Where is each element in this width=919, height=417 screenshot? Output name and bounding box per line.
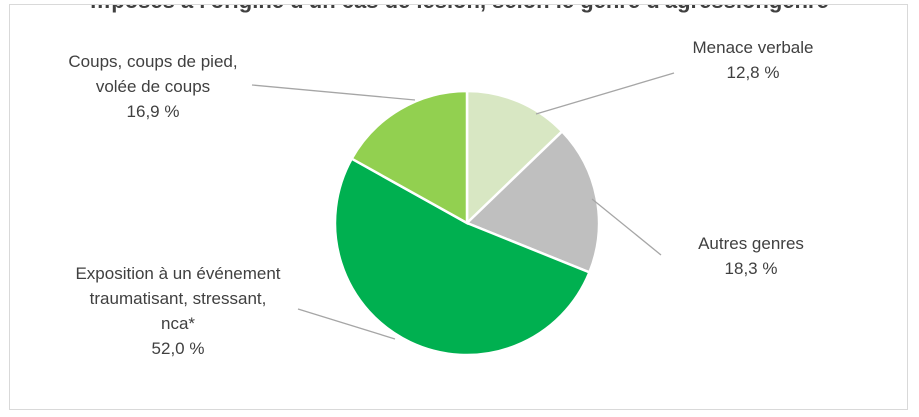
slice-name-line: nca* <box>161 314 195 333</box>
slice-name-line: Menace verbale <box>693 38 814 57</box>
slice-name-line: Autres genres <box>698 234 804 253</box>
slice-value-label: 16,9 % <box>127 102 180 121</box>
slice-value-label: 12,8 % <box>727 63 780 82</box>
slice-value-label: 18,3 % <box>725 259 778 278</box>
pie-chart: …posés à l'origine d'un cas de lésion, s… <box>10 5 908 410</box>
slice-label: Menace verbale 12,8 % <box>693 38 814 82</box>
slice-name-line: Coups, coups de pied, <box>68 52 237 71</box>
slice-name-line: Exposition à un événement <box>75 264 280 283</box>
slice-label: Exposition à un événement traumatisant, s… <box>75 264 280 358</box>
slice-value-label: 52,0 % <box>152 339 205 358</box>
chart-frame: …posés à l'origine d'un cas de lésion, s… <box>9 4 908 410</box>
leader-line <box>252 85 415 100</box>
leader-line <box>592 199 661 255</box>
slice-label: Coups, coups de pied, volée de coups 16,9 … <box>68 52 237 121</box>
slice-name-line: traumatisant, stressant, <box>90 289 267 308</box>
chart-title: …posés à l'origine d'un cas de lésion, s… <box>89 5 828 13</box>
leader-line <box>536 73 674 114</box>
slice-name-line: volée de coups <box>96 77 210 96</box>
slice-label: Autres genres 18,3 % <box>698 234 804 278</box>
